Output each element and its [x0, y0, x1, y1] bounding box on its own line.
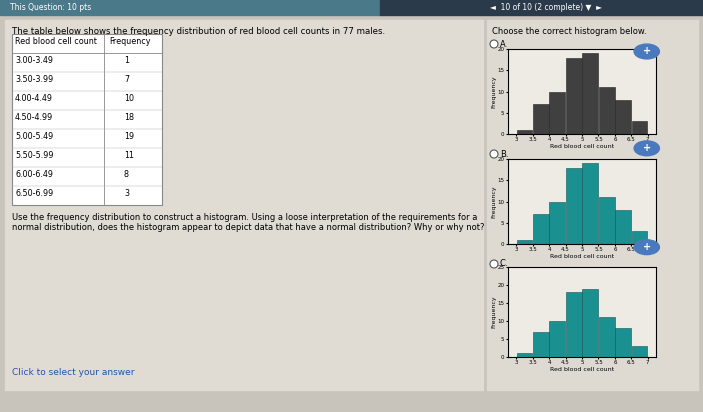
- Bar: [566, 292, 581, 357]
- Bar: [632, 121, 647, 134]
- Text: normal distribution, does the histogram appear to depict data that have a normal: normal distribution, does the histogram …: [12, 223, 484, 232]
- Text: ◄  10 of 10 (2 complete) ▼  ►: ◄ 10 of 10 (2 complete) ▼ ►: [490, 3, 602, 12]
- X-axis label: Red blood cell count: Red blood cell count: [550, 254, 614, 259]
- Bar: [599, 87, 614, 134]
- Text: Choose the correct histogram below.: Choose the correct histogram below.: [492, 27, 647, 36]
- Y-axis label: Frequency: Frequency: [491, 75, 496, 108]
- Circle shape: [490, 40, 498, 48]
- Bar: [533, 332, 549, 357]
- Text: This Question: 10 pts: This Question: 10 pts: [10, 3, 91, 12]
- Bar: [582, 288, 598, 357]
- Text: Red blood cell count: Red blood cell count: [15, 37, 97, 46]
- Bar: [632, 346, 647, 357]
- Bar: [615, 210, 631, 244]
- Text: 6.00-6.49: 6.00-6.49: [15, 170, 53, 179]
- Text: 4.50-4.99: 4.50-4.99: [15, 113, 53, 122]
- Text: 4.00-4.49: 4.00-4.49: [15, 94, 53, 103]
- Circle shape: [490, 260, 498, 268]
- Text: C.: C.: [500, 260, 508, 269]
- Text: A.: A.: [500, 40, 508, 49]
- Y-axis label: Frequency: Frequency: [491, 185, 496, 218]
- Bar: [550, 201, 565, 244]
- Bar: [517, 130, 532, 134]
- Text: 7: 7: [124, 75, 129, 84]
- Bar: [517, 240, 532, 244]
- Text: 3.50-3.99: 3.50-3.99: [15, 75, 53, 84]
- Bar: [517, 353, 532, 357]
- Y-axis label: Frequency: Frequency: [491, 296, 496, 328]
- Text: 18: 18: [124, 113, 134, 122]
- Text: +: +: [643, 242, 651, 252]
- Bar: [615, 100, 631, 134]
- Text: 19: 19: [124, 132, 134, 141]
- Bar: [12, 34, 162, 205]
- Text: 5.50-5.99: 5.50-5.99: [15, 151, 53, 160]
- Text: 8: 8: [124, 170, 129, 179]
- Bar: [599, 317, 614, 357]
- Text: 1: 1: [124, 56, 129, 65]
- Text: Click to select your answer: Click to select your answer: [12, 368, 134, 377]
- Bar: [533, 214, 549, 244]
- Text: Use the frequency distribution to construct a histogram. Using a loose interpret: Use the frequency distribution to constr…: [12, 213, 477, 222]
- X-axis label: Red blood cell count: Red blood cell count: [550, 144, 614, 149]
- Bar: [599, 197, 614, 244]
- Text: 11: 11: [124, 151, 134, 160]
- Bar: [615, 328, 631, 357]
- Text: 10: 10: [124, 94, 134, 103]
- Text: +: +: [643, 47, 651, 56]
- Text: Frequency: Frequency: [109, 37, 150, 46]
- Bar: [533, 104, 549, 134]
- Bar: [550, 91, 565, 134]
- Text: The table below shows the frequency distribution of red blood cell counts in 77 : The table below shows the frequency dist…: [12, 27, 385, 36]
- Bar: [550, 321, 565, 357]
- Bar: [380, 0, 703, 15]
- Text: 6.50-6.99: 6.50-6.99: [15, 189, 53, 198]
- Bar: [0, 0, 380, 15]
- Bar: [582, 53, 598, 134]
- Text: B.: B.: [500, 150, 508, 159]
- Bar: [566, 168, 581, 244]
- X-axis label: Red blood cell count: Red blood cell count: [550, 367, 614, 372]
- Text: 3.00-3.49: 3.00-3.49: [15, 56, 53, 65]
- Circle shape: [490, 150, 498, 158]
- Bar: [582, 163, 598, 244]
- Text: 5.00-5.49: 5.00-5.49: [15, 132, 53, 141]
- Text: 3: 3: [124, 189, 129, 198]
- Bar: [632, 231, 647, 244]
- Text: +: +: [643, 143, 651, 153]
- Bar: [487, 20, 698, 390]
- Bar: [566, 58, 581, 134]
- Bar: [5, 20, 483, 390]
